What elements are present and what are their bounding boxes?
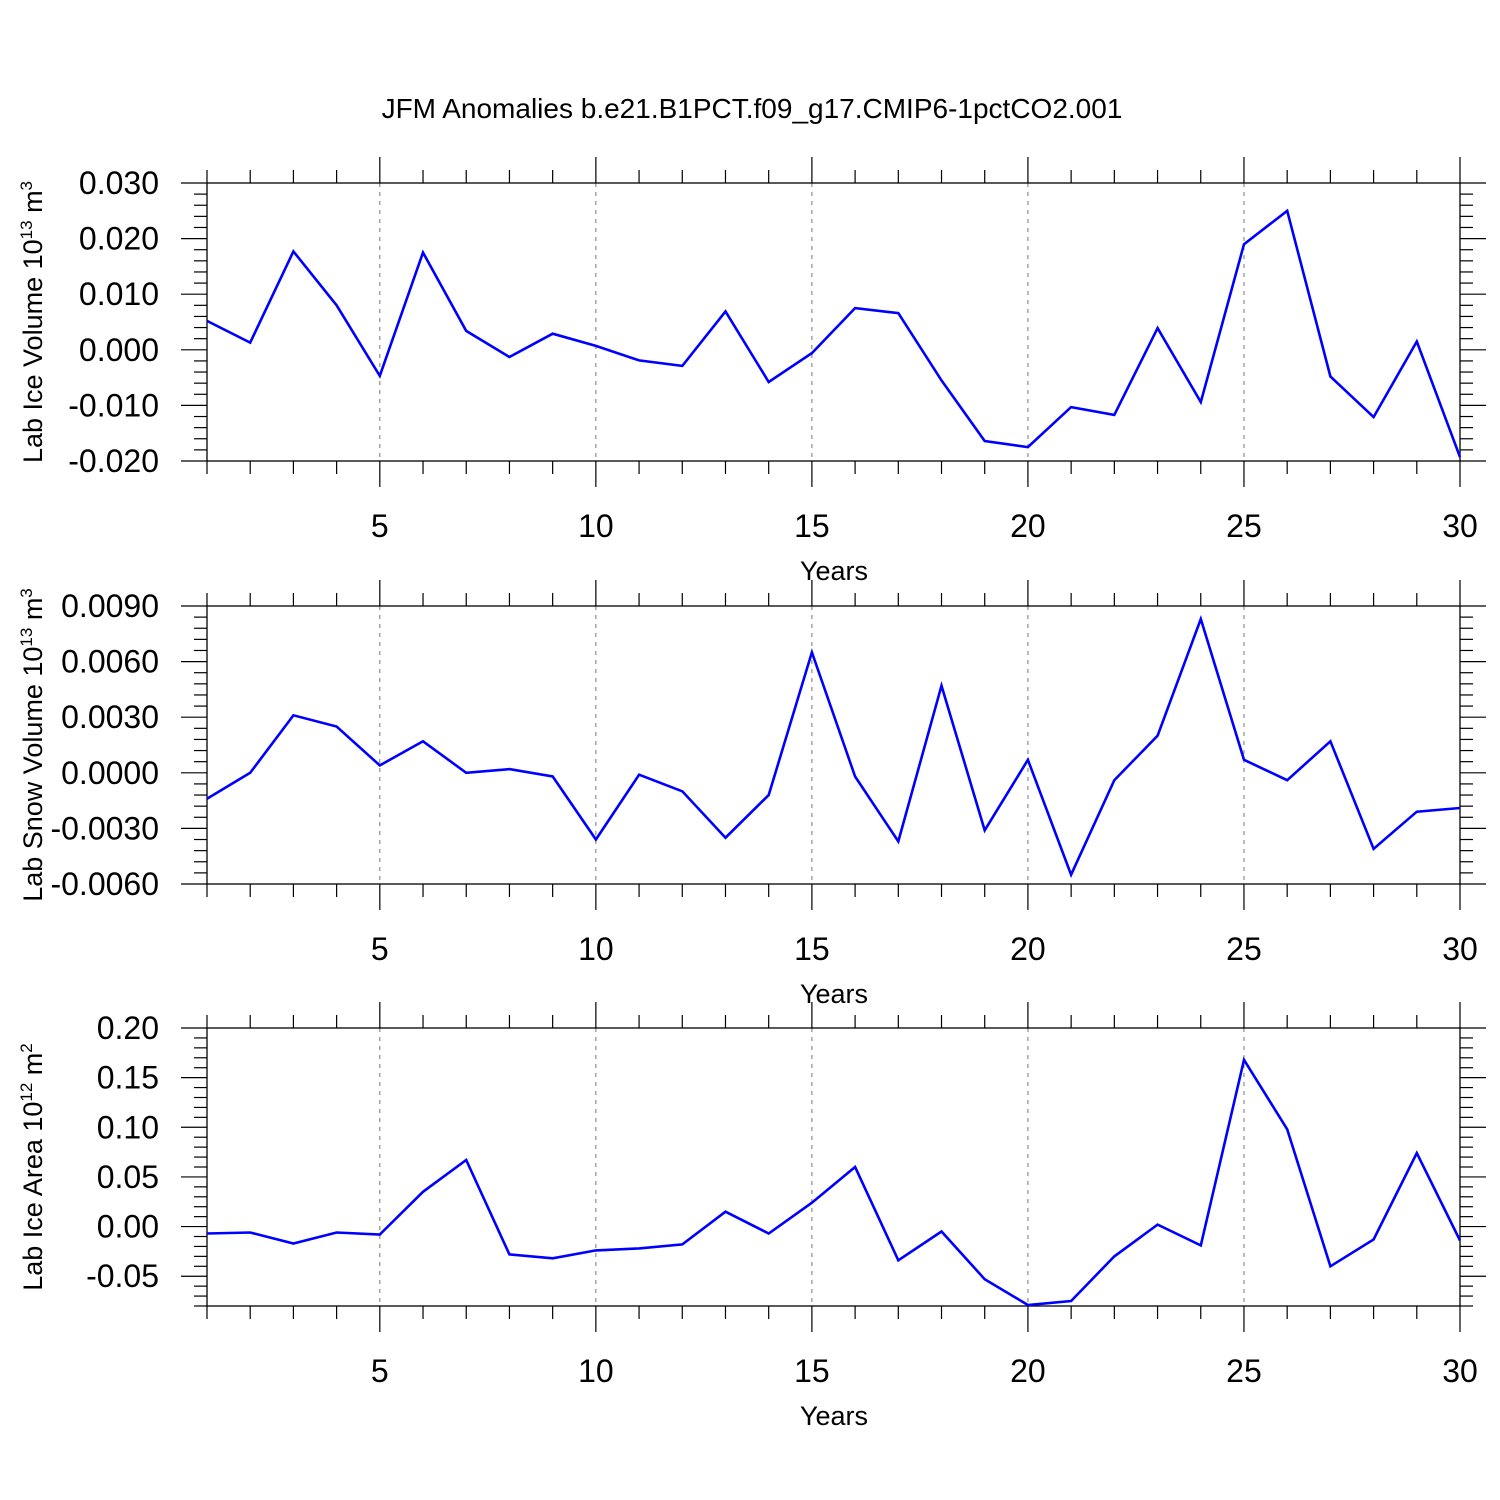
- y-tick-label: 0.000: [79, 332, 159, 368]
- x-tick-label: 5: [371, 931, 389, 967]
- x-tick-label: 15: [794, 1353, 830, 1389]
- x-tick-label: 30: [1442, 508, 1478, 544]
- x-tick-label: 15: [794, 508, 830, 544]
- x-axis-label: Years: [800, 979, 868, 1009]
- x-tick-label: 20: [1010, 508, 1046, 544]
- x-tick-label: 10: [578, 508, 614, 544]
- y-tick-label: 0.0030: [61, 699, 159, 735]
- y-tick-label: 0.0060: [61, 644, 159, 680]
- plot-frame: [206, 605, 1461, 885]
- y-tick-label: 0.020: [79, 221, 159, 257]
- panel-2: -0.0060 -0.0030 0.0000 0.0030 0.0060 0.0090 5 1…: [17, 580, 1486, 1009]
- plot-frame: [206, 182, 1461, 462]
- y-tick-label: -0.020: [68, 443, 159, 479]
- y-tick-label: 0.010: [79, 276, 159, 312]
- y-tick-label: 0.0000: [61, 755, 159, 791]
- x-tick-label: 30: [1442, 931, 1478, 967]
- panel-3: -0.05 0.00 0.05 0.10 0.15 0.20 5 10 15 20 25 30 Year…: [17, 1002, 1486, 1431]
- y-tick-label: 0.20: [97, 1010, 159, 1046]
- x-tick-label: 5: [371, 508, 389, 544]
- x-axis-label: Years: [800, 1401, 868, 1431]
- x-tick-label: 25: [1226, 508, 1262, 544]
- x-tick-label: 25: [1226, 1353, 1262, 1389]
- y-tick-label: 0.15: [97, 1060, 159, 1096]
- chart-title: JFM Anomalies b.e21.B1PCT.f09_g17.CMIP6-…: [382, 93, 1123, 124]
- x-tick-label: 30: [1442, 1353, 1478, 1389]
- x-tick-label: 25: [1226, 931, 1262, 967]
- y-tick-label: -0.0030: [50, 810, 159, 846]
- x-tick-label: 15: [794, 931, 830, 967]
- x-tick-label: 10: [578, 1353, 614, 1389]
- x-axis-label: Years: [800, 556, 868, 586]
- y-tick-label: 0.05: [97, 1159, 159, 1195]
- y-tick-label: 0.00: [97, 1209, 159, 1245]
- chart-panels: -0.020 -0.010 0.000 0.010 0.020 0.030 5 10 15 20 2…: [17, 157, 1486, 1431]
- y-tick-label: 0.0090: [61, 588, 159, 624]
- y-tick-label: -0.010: [68, 387, 159, 423]
- y-tick-label: 0.030: [79, 165, 159, 201]
- series-line: [206, 208, 1462, 458]
- y-tick-label: -0.05: [86, 1258, 159, 1294]
- x-tick-label: 5: [371, 1353, 389, 1389]
- plot-frame: [206, 1027, 1461, 1307]
- y-axis-label: Lab Snow Volume 1013 m3: [17, 588, 48, 902]
- x-tick-label: 20: [1010, 1353, 1046, 1389]
- x-tick-label: 20: [1010, 931, 1046, 967]
- y-tick-label: -0.0060: [50, 866, 159, 902]
- y-axis-label: Lab Ice Area 1012 m2: [17, 1043, 48, 1291]
- y-tick-label: 0.10: [97, 1109, 159, 1145]
- y-axis-label: Lab Ice Volume 1013 m3: [17, 181, 48, 463]
- series-line: [206, 614, 1461, 879]
- x-tick-label: 10: [578, 931, 614, 967]
- panel-1: -0.020 -0.010 0.000 0.010 0.020 0.030 5 10 15 20 2…: [17, 157, 1486, 586]
- series-line: [206, 1056, 1462, 1307]
